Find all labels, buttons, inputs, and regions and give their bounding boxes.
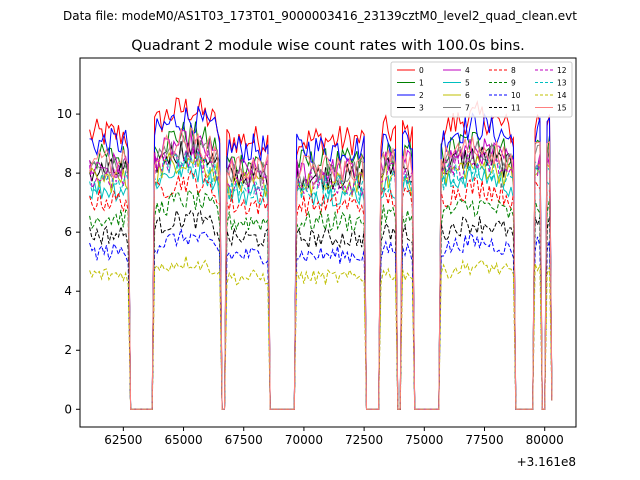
x-tick-label: 65000 bbox=[164, 433, 202, 447]
x-axis: 62500 65000 67500 70000 72500 75000 77500 80000 bbox=[104, 427, 564, 447]
legend-label-14: 14 bbox=[557, 91, 567, 100]
legend-label-9: 9 bbox=[511, 79, 516, 88]
plot-area bbox=[89, 97, 553, 410]
x-tick-label: 67500 bbox=[225, 433, 263, 447]
figure-suptitle: Data file: modeM0/AS1T03_173T01_90000034… bbox=[63, 9, 577, 23]
legend-label-8: 8 bbox=[511, 66, 516, 75]
y-tick-label: 6 bbox=[64, 225, 72, 239]
legend-label-13: 13 bbox=[557, 79, 567, 88]
legend-label-12: 12 bbox=[557, 66, 567, 75]
series-line-5 bbox=[89, 155, 553, 410]
legend-box bbox=[390, 61, 573, 118]
legend-label-10: 10 bbox=[511, 91, 521, 100]
series-line-6 bbox=[89, 151, 553, 410]
y-tick-label: 4 bbox=[64, 284, 72, 298]
series-line-9 bbox=[89, 189, 553, 410]
x-tick-label: 75000 bbox=[405, 433, 443, 447]
x-tick-label: 62500 bbox=[104, 433, 142, 447]
legend-label-3: 3 bbox=[419, 104, 424, 113]
series-line-11 bbox=[89, 208, 553, 410]
legend-label-11: 11 bbox=[511, 104, 521, 113]
x-offset-label: +3.161e8 bbox=[517, 455, 576, 469]
series-line-13 bbox=[89, 150, 553, 410]
legend-label-4: 4 bbox=[465, 66, 470, 75]
series-line-8 bbox=[89, 170, 553, 410]
y-tick-label: 8 bbox=[64, 166, 72, 180]
x-tick-label: 77500 bbox=[465, 433, 503, 447]
legend-label-5: 5 bbox=[465, 79, 470, 88]
x-tick-label: 80000 bbox=[526, 433, 564, 447]
y-axis: 0 2 4 6 8 10 bbox=[57, 107, 80, 416]
axes-frame bbox=[79, 57, 577, 428]
legend-label-2: 2 bbox=[419, 91, 424, 100]
series-line-0 bbox=[89, 97, 553, 410]
y-tick-label: 2 bbox=[64, 343, 72, 357]
chart-title: Quadrant 2 module wise count rates with … bbox=[131, 38, 525, 54]
x-tick-label: 70000 bbox=[285, 433, 323, 447]
series-line-10 bbox=[89, 228, 553, 410]
series-line-14 bbox=[89, 256, 553, 410]
legend-label-7: 7 bbox=[465, 104, 470, 113]
legend-label-15: 15 bbox=[557, 104, 567, 113]
legend-label-6: 6 bbox=[465, 91, 470, 100]
y-tick-label: 0 bbox=[64, 402, 72, 416]
series-line-15 bbox=[89, 126, 553, 410]
x-tick-label: 72500 bbox=[345, 433, 383, 447]
y-tick-label: 10 bbox=[57, 107, 72, 121]
series-line-1 bbox=[89, 121, 553, 410]
legend-label-1: 1 bbox=[419, 79, 424, 88]
legend-label-0: 0 bbox=[419, 66, 424, 75]
